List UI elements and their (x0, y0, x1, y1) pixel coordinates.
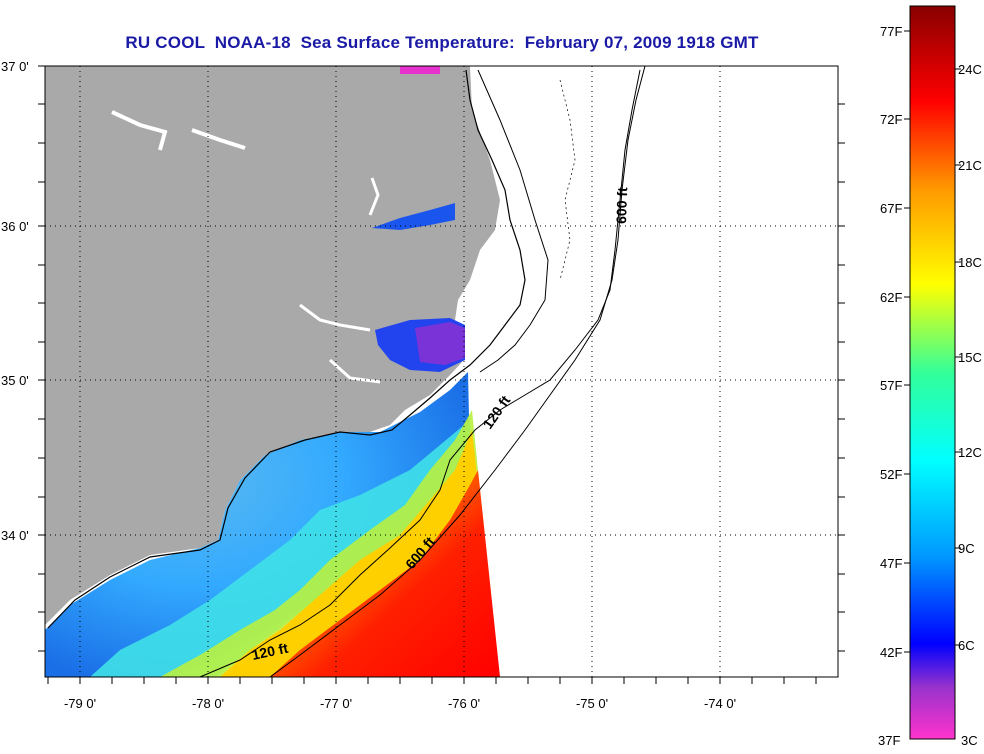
colorbar-f-57: 57F (880, 378, 902, 393)
contour-label-120ft-south: 120 ft (250, 640, 289, 663)
inland-water-3 (368, 177, 380, 216)
colorbar-f-72: 72F (880, 112, 902, 127)
outer-banks (477, 69, 549, 373)
lon-label-75: -75 0' (576, 696, 608, 711)
isobath-120ft (199, 69, 641, 677)
colorbar-c-18: 18C (958, 255, 982, 270)
axis-ticks (38, 65, 845, 684)
isobath-600ft (269, 66, 646, 677)
colorbar-f-42: 42F (880, 645, 902, 660)
colorbar-f-62: 62F (880, 290, 902, 305)
inland-water-1 (111, 110, 168, 151)
graticule (45, 66, 838, 677)
colorbar-ticks (904, 30, 961, 653)
lat-label-34: 34 0' (1, 528, 29, 543)
lat-label-35: 35 0' (1, 373, 29, 388)
colorbar-c-6: 6C (958, 638, 975, 653)
sst-cyan-water (90, 420, 475, 677)
sst-gulf-stream (270, 470, 500, 677)
lon-label-76: -76 0' (448, 696, 480, 711)
colorbar-c-9: 9C (958, 541, 975, 556)
colorbar-f-37: 37F (878, 733, 900, 748)
lat-label-36: 36 0' (1, 219, 29, 234)
map-border (44, 65, 839, 678)
coastline (47, 69, 526, 629)
colorbar-c-24: 24C (958, 62, 982, 77)
colorbar-f-47: 47F (880, 556, 902, 571)
sst-cold-patch (400, 66, 440, 74)
sst-cool-water (45, 372, 470, 677)
inland-water-4 (299, 303, 371, 332)
colorbar-c-21: 21C (958, 158, 982, 173)
sound-pamlico-purple (415, 322, 465, 365)
lat-label-37: 37 0' (1, 59, 29, 74)
colorbar-f-52: 52F (880, 467, 902, 482)
map-title: RU COOL NOAA-18 Sea Surface Temperature:… (125, 33, 759, 52)
inland-water-5 (328, 358, 381, 384)
lon-label-77: -77 0' (320, 696, 352, 711)
land-mass (45, 66, 500, 625)
colorbar-c-12: 12C (958, 445, 982, 460)
contour-label-600ft-north: 600 ft (613, 187, 630, 224)
lon-label-74: -74 0' (704, 696, 736, 711)
sound-albemarle (372, 203, 455, 230)
colorbar-c-15: 15C (958, 350, 982, 365)
colorbar-c-3: 3C (961, 733, 978, 748)
colorbar-f-67: 67F (880, 201, 902, 216)
inland-water-2 (191, 128, 246, 150)
colorbar (909, 5, 956, 740)
lon-label-79: -79 0' (64, 696, 96, 711)
colorbar-f-77: 77F (880, 24, 902, 39)
lon-label-78: -78 0' (192, 696, 224, 711)
